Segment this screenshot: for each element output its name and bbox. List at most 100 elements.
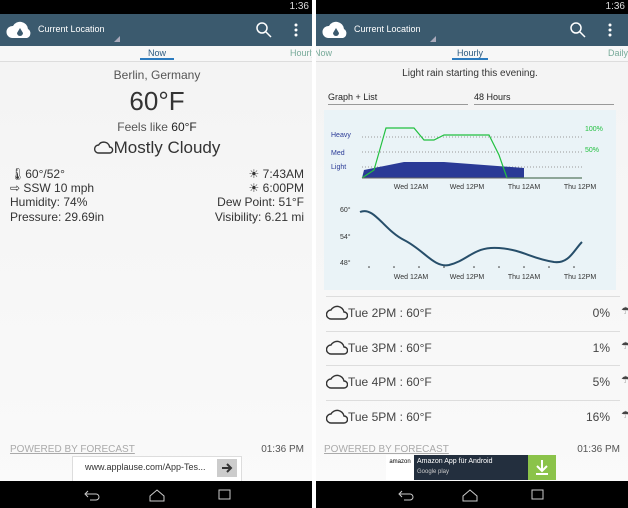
tab[interactable]: Hourly: [456, 48, 484, 58]
row-separator: [326, 399, 620, 401]
tab-indicator: [140, 58, 174, 60]
precip-label: Med: [331, 150, 345, 157]
umbrella-icon: ☂: [621, 409, 628, 421]
hourly-row[interactable]: Tue 3PM : 60°F 1% ☂: [325, 339, 628, 359]
ad-brand: amazon: [386, 455, 414, 480]
sunset: ☀ 6:00PM: [248, 181, 304, 195]
hourly-time: Tue 3PM : 60°F: [348, 340, 432, 355]
sunrise: ☀ 7:43AM: [248, 167, 304, 181]
status-time: 1:36: [289, 1, 309, 12]
umbrella-icon: ☂: [621, 375, 628, 386]
tab[interactable]: Daily: [608, 48, 628, 58]
hi-lo: 🌡60°/52°: [10, 167, 65, 181]
x-label: Wed 12PM: [449, 184, 485, 191]
app-logo: [322, 21, 347, 38]
row-separator: [326, 330, 620, 332]
status-bar: 1:36: [0, 0, 312, 14]
view-select[interactable]: Graph + List: [328, 92, 468, 105]
percent-label: 100%: [585, 126, 603, 133]
range-select[interactable]: 48 Hours: [474, 92, 614, 105]
temp-label: 54°: [340, 234, 351, 241]
hourly-time: Tue 5PM : 60°F: [348, 409, 432, 424]
tab-strip: Now Hourly: [0, 46, 312, 62]
ad-text: www.applause.com/App-Tes...: [85, 462, 206, 472]
app-logo: [6, 21, 31, 38]
temperature: 60°F: [129, 86, 185, 116]
condition: Mostly Cloudy: [93, 138, 221, 158]
cloud-icon: [93, 141, 114, 154]
view-select-text: Graph + List: [328, 92, 378, 102]
dew-point: Dew Point: 51°F: [217, 195, 304, 209]
hourly-row[interactable]: Tue 5PM : 60°F 16% ☂: [325, 408, 628, 428]
hourly-precip: 1%: [592, 340, 610, 355]
x-label: Thu 12PM: [563, 274, 597, 281]
search-icon[interactable]: [570, 22, 586, 38]
graph-panel: [324, 110, 616, 290]
tab[interactable]: Now: [147, 48, 167, 58]
feels-like-value: 60°F: [171, 120, 197, 134]
cloud-icon: [325, 374, 349, 389]
feels-like: Feels like 60°F: [117, 120, 197, 134]
sunrise-text: 7:43AM: [262, 167, 304, 181]
updated-time: 01:36 PM: [577, 444, 620, 455]
x-label: Wed 12PM: [449, 274, 485, 281]
screen-now: 1:36 Current Location Now Hourly Berlin,…: [0, 0, 312, 508]
ad-title: Amazon App für Android: [417, 458, 493, 465]
screen-hourly: 1:36 Current Location Now Hourly Daily L…: [316, 0, 628, 508]
powered-by[interactable]: POWERED BY FORECAST: [324, 444, 449, 455]
nav-buttons[interactable]: [316, 481, 628, 508]
app-bar: Current Location: [0, 14, 312, 46]
hourly-time: Tue 4PM : 60°F: [348, 375, 432, 389]
cloud-icon: [325, 409, 349, 424]
menu-icon[interactable]: [608, 23, 612, 37]
ad-store: Google play: [417, 469, 450, 475]
location[interactable]: Current Location: [38, 24, 105, 34]
ad-download: [528, 455, 556, 480]
nav-buttons[interactable]: [0, 481, 312, 508]
hourly-row[interactable]: Tue 4PM : 60°F 5% ☂: [325, 373, 628, 393]
precip-label: Heavy: [331, 132, 351, 139]
tab-strip: Now Hourly Daily: [316, 46, 628, 62]
wind-text: SSW 10 mph: [23, 181, 95, 195]
cloud-icon: [325, 305, 349, 320]
dropdown: [430, 36, 436, 42]
status-bar: 1:36: [316, 0, 628, 14]
umbrella-icon: ☂: [621, 306, 628, 317]
row-separator: [326, 296, 620, 297]
city: Berlin, Germany: [113, 68, 201, 82]
x-label: Thu 12AM: [507, 184, 541, 191]
powered-by[interactable]: POWERED BY FORECAST: [10, 444, 135, 455]
hi-lo-text: 60°/52°: [25, 167, 65, 181]
hourly-precip: 16%: [585, 409, 610, 424]
range-select-text: 48 Hours: [474, 92, 511, 102]
app-bar: Current Location: [316, 14, 628, 46]
row-separator: [326, 365, 620, 366]
x-label: Thu 12AM: [507, 274, 541, 281]
x-label: Wed 12AM: [393, 184, 429, 191]
hourly-row[interactable]: Tue 2PM : 60°F 0% ☂: [325, 304, 628, 324]
pressure: Pressure: 29.69in: [10, 210, 105, 224]
temp-label: 48°: [340, 260, 351, 267]
tab[interactable]: Now: [316, 48, 333, 58]
feels-like-label: Feels like: [117, 120, 168, 134]
umbrella-icon: ☂: [621, 340, 628, 352]
x-label: Wed 12AM: [393, 274, 429, 281]
tab[interactable]: Hourly: [290, 48, 312, 58]
hourly-precip: 0%: [592, 306, 610, 320]
cloud-icon: [325, 340, 349, 355]
condition-text: Mostly Cloudy: [113, 138, 221, 157]
menu-icon[interactable]: [294, 23, 298, 37]
x-label: Thu 12PM: [563, 184, 597, 191]
ad-arrow: [217, 459, 237, 477]
sunset-text: 6:00PM: [262, 181, 304, 195]
ad-banner[interactable]: www.applause.com/App-Tes...: [72, 456, 242, 482]
tab-indicator: [452, 58, 488, 60]
nav-bar: [0, 481, 312, 508]
location[interactable]: Current Location: [354, 24, 421, 34]
summary: Light rain starting this evening.: [402, 68, 538, 79]
hourly-precip: 5%: [592, 375, 610, 389]
search-icon[interactable]: [256, 22, 272, 38]
precip-label: Light: [331, 164, 347, 171]
ad-banner[interactable]: amazon Amazon App für Android Google pla…: [386, 455, 556, 480]
